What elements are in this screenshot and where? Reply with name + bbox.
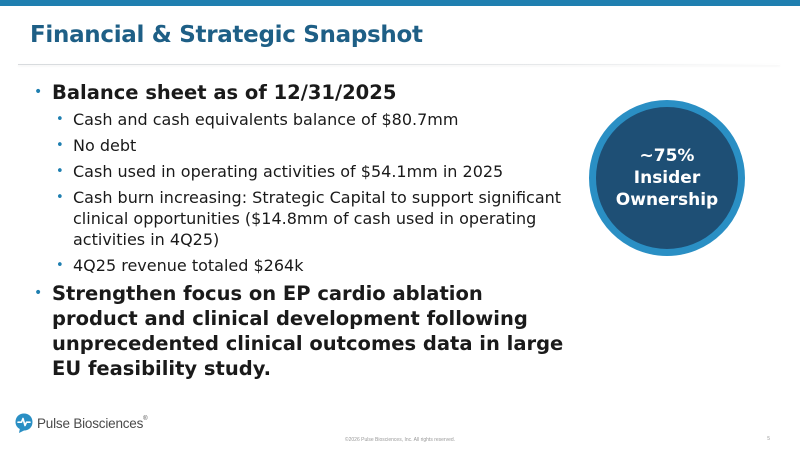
sub-bullet: • Cash burn increasing: Strategic Capita… [30, 187, 573, 250]
bullet-dot-icon: • [56, 258, 64, 273]
bullet-dot-icon: • [56, 164, 64, 179]
insider-ownership-callout: ~75% Insider Ownership [589, 100, 745, 256]
logo-trademark: ® [143, 415, 148, 422]
bullet-dot-icon: • [56, 112, 64, 127]
bullet-dot-icon: • [56, 190, 64, 205]
balance-sheet-sub-bullets: • Cash and cash equivalents balance of $… [30, 109, 570, 276]
logo-wordmark: Pulse Biosciences® [37, 415, 148, 431]
sub-bullet: • 4Q25 revenue totaled $264k [30, 255, 570, 276]
pulse-biosciences-logo-icon [15, 413, 33, 433]
sub-bullet-text: Cash and cash equivalents balance of $80… [73, 110, 459, 129]
title-divider [18, 64, 780, 65]
bullet-dot-icon: • [56, 138, 64, 153]
sub-bullet-text: Cash burn increasing: Strategic Capital … [73, 188, 562, 249]
slide-body: • Balance sheet as of 12/31/2025 • Cash … [30, 80, 570, 381]
bullet-balance-sheet: • Balance sheet as of 12/31/2025 [30, 80, 570, 105]
sub-bullet: • No debt [30, 135, 570, 156]
callout-text: ~75% Insider Ownership [607, 145, 727, 211]
top-accent-bar [0, 0, 800, 6]
sub-bullet-text: No debt [73, 136, 137, 155]
bullet-dot-icon: • [34, 84, 43, 100]
copyright-footer: ©2026 Pulse Biosciences, Inc. All rights… [344, 437, 456, 443]
bullet-heading: Strengthen focus on EP cardio ablation p… [52, 282, 564, 380]
bullet-dot-icon: • [34, 285, 43, 301]
callout-percent: ~75% [639, 146, 695, 166]
sub-bullet: • Cash used in operating activities of $… [30, 161, 570, 182]
company-logo: Pulse Biosciences® [14, 412, 148, 434]
callout-line-insider: Insider [633, 168, 701, 188]
slide-title: Financial & Strategic Snapshot [30, 22, 423, 48]
sub-bullet-text: Cash used in operating activities of $54… [73, 162, 504, 181]
callout-line-ownership: Ownership [615, 190, 719, 210]
page-number: 5 [767, 436, 770, 442]
sub-bullet-text: 4Q25 revenue totaled $264k [73, 256, 304, 275]
bullet-strategic-focus: • Strengthen focus on EP cardio ablation… [30, 281, 572, 381]
sub-bullet: • Cash and cash equivalents balance of $… [30, 109, 570, 130]
bullet-heading: Balance sheet as of 12/31/2025 [52, 81, 397, 104]
logo-name: Pulse Biosciences [37, 415, 144, 431]
